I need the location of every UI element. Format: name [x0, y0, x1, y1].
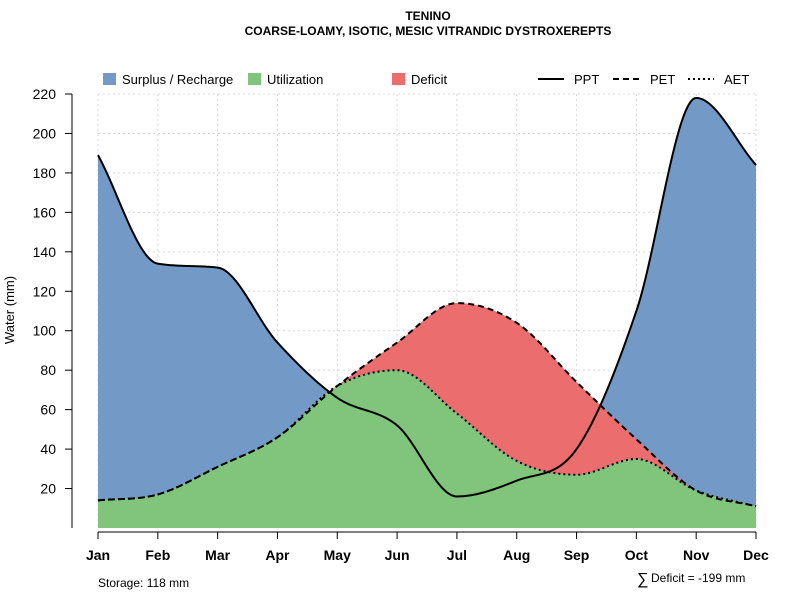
legend-label-ppt: PPT	[574, 72, 599, 87]
legend-label-pet: PET	[650, 72, 675, 87]
plot-area: 20 40 60 80 100 120 140 160 180 200 220 Jan Feb Mar Ap…	[33, 86, 769, 563]
x-tick-label-aug: Aug	[503, 547, 530, 563]
legend-label-surplus: Surplus / Recharge	[122, 72, 233, 87]
pet-line	[97, 302, 757, 508]
legend-swatch-utilization	[248, 73, 261, 85]
legend-swatch-deficit	[392, 73, 405, 85]
legend-label-utilization: Utilization	[267, 72, 323, 87]
deficit-note: Deficit = -199 mm	[651, 571, 745, 585]
legend: Surplus / Recharge Utilization Deficit P…	[103, 72, 749, 87]
x-tick-label-apr: Apr	[265, 547, 290, 563]
y-axis-label: Water (mm)	[2, 276, 17, 344]
x-tick-label-sep: Sep	[564, 547, 590, 563]
y-tick-label: 20	[40, 481, 56, 497]
y-tick-label: 140	[33, 244, 57, 260]
chart-subtitle: COARSE-LOAMY, ISOTIC, MESIC VITRANDIC DY…	[245, 24, 612, 38]
y-tick-label: 40	[40, 441, 56, 457]
y-tick-label: 160	[33, 204, 57, 220]
y-tick-label: 80	[40, 362, 56, 378]
y-tick-label: 100	[33, 323, 57, 339]
x-tick-label-dec: Dec	[743, 547, 769, 563]
y-tick-label: 200	[33, 125, 57, 141]
ppt-line	[97, 96, 757, 498]
legend-label-aet: AET	[724, 72, 749, 87]
legend-label-deficit: Deficit	[411, 72, 448, 87]
chart-title: TENINO	[405, 9, 450, 23]
x-tick-label-jan: Jan	[86, 547, 110, 563]
x-tick-label-jul: Jul	[447, 547, 467, 563]
x-tick-label-jun: Jun	[385, 547, 410, 563]
legend-swatch-surplus	[103, 73, 116, 85]
deficit-sum-symbol: ∑	[637, 571, 648, 588]
storage-note: Storage: 118 mm	[98, 576, 189, 590]
x-tick-label-mar: Mar	[205, 547, 230, 563]
utilization-area	[98, 370, 756, 528]
x-tick-label-may: May	[324, 547, 351, 563]
x-tick-label-nov: Nov	[683, 547, 710, 563]
y-tick-label: 180	[33, 165, 57, 181]
deficit-area	[98, 303, 756, 507]
y-tick-label: 220	[33, 86, 57, 102]
y-tick-label: 120	[33, 283, 57, 299]
x-tick-label-oct: Oct	[625, 547, 649, 563]
y-tick-label: 60	[40, 402, 56, 418]
x-tick-label-feb: Feb	[145, 547, 170, 563]
